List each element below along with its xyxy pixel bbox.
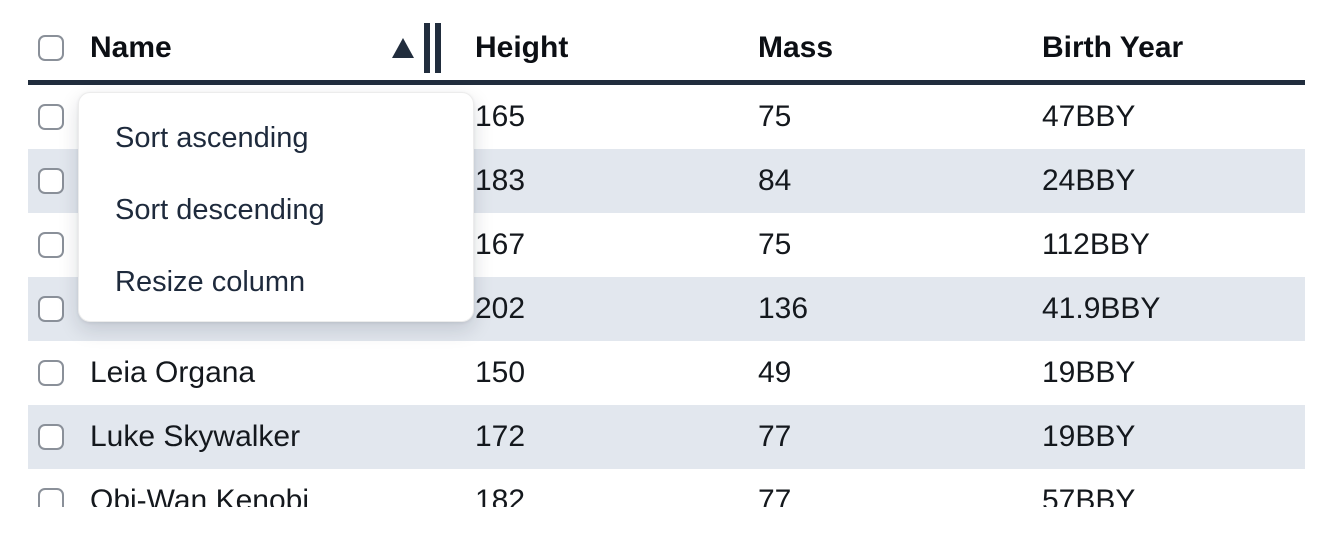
cell-name: Obi-Wan Kenobi — [90, 484, 309, 507]
cell-birth-year: 47BBY — [1042, 100, 1136, 133]
cell-birth-year: 19BBY — [1042, 356, 1136, 389]
cell-height: 202 — [475, 292, 526, 325]
menu-item-sort-descending[interactable]: Sort descending — [115, 193, 325, 226]
row-checkbox[interactable] — [38, 168, 64, 194]
cell-mass: 77 — [758, 484, 792, 507]
table-row: 165 75 47BBY — [28, 85, 1305, 149]
header-checkbox-cell — [28, 35, 90, 61]
menu-item-sort-ascending[interactable]: Sort ascending — [115, 121, 309, 154]
cell-name: Luke Skywalker — [90, 420, 301, 453]
column-header-menu: Sort ascending Sort descending Resize co… — [78, 92, 474, 322]
cell-height: 165 — [475, 100, 526, 133]
cell-mass: 75 — [758, 228, 792, 261]
menu-item-resize-column[interactable]: Resize column — [115, 265, 306, 298]
cell-height: 150 — [475, 356, 526, 389]
column-header-birth-year[interactable]: Birth Year — [1042, 31, 1184, 64]
cell-mass: 49 — [758, 356, 792, 389]
cell-height: 182 — [475, 484, 526, 507]
table-header-row: Name Height Mass Birth Year — [28, 0, 1305, 85]
cell-mass: 77 — [758, 420, 792, 453]
cell-birth-year: 57BBY — [1042, 484, 1136, 507]
cell-birth-year: 19BBY — [1042, 420, 1136, 453]
row-checkbox[interactable] — [38, 296, 64, 322]
header-icons — [392, 23, 441, 73]
table-row: 167 75 112BBY — [28, 213, 1305, 277]
cell-height: 172 — [475, 420, 526, 453]
column-header-mass[interactable]: Mass — [758, 31, 834, 64]
cell-mass: 84 — [758, 164, 792, 197]
row-checkbox[interactable] — [38, 424, 64, 450]
cell-birth-year: 112BBY — [1042, 228, 1150, 261]
data-table: Name Height Mass Birth Year 165 75 47BBY — [28, 0, 1305, 507]
table-row: Obi-Wan Kenobi 182 77 57BBY — [28, 469, 1305, 507]
table-row: Leia Organa 150 49 19BBY — [28, 341, 1305, 405]
row-checkbox[interactable] — [38, 104, 64, 130]
table-viewport: Name Height Mass Birth Year 165 75 47BBY — [28, 0, 1305, 507]
table-row: 202 136 41.9BBY — [28, 277, 1305, 341]
cell-name: Leia Organa — [90, 356, 256, 389]
column-header-name[interactable]: Name — [90, 23, 475, 73]
table-row: Luke Skywalker 172 77 19BBY — [28, 405, 1305, 469]
row-checkbox[interactable] — [38, 488, 64, 507]
column-resize-icon[interactable] — [424, 23, 441, 73]
row-checkbox[interactable] — [38, 232, 64, 258]
row-checkbox[interactable] — [38, 360, 64, 386]
cell-birth-year: 24BBY — [1042, 164, 1136, 197]
sort-ascending-icon — [392, 38, 414, 58]
cell-height: 183 — [475, 164, 526, 197]
column-header-name-label: Name — [90, 31, 172, 64]
cell-height: 167 — [475, 228, 526, 261]
cell-mass: 136 — [758, 292, 809, 325]
cell-birth-year: 41.9BBY — [1042, 292, 1161, 325]
column-header-height[interactable]: Height — [475, 31, 569, 64]
select-all-checkbox[interactable] — [38, 35, 64, 61]
cell-mass: 75 — [758, 100, 792, 133]
